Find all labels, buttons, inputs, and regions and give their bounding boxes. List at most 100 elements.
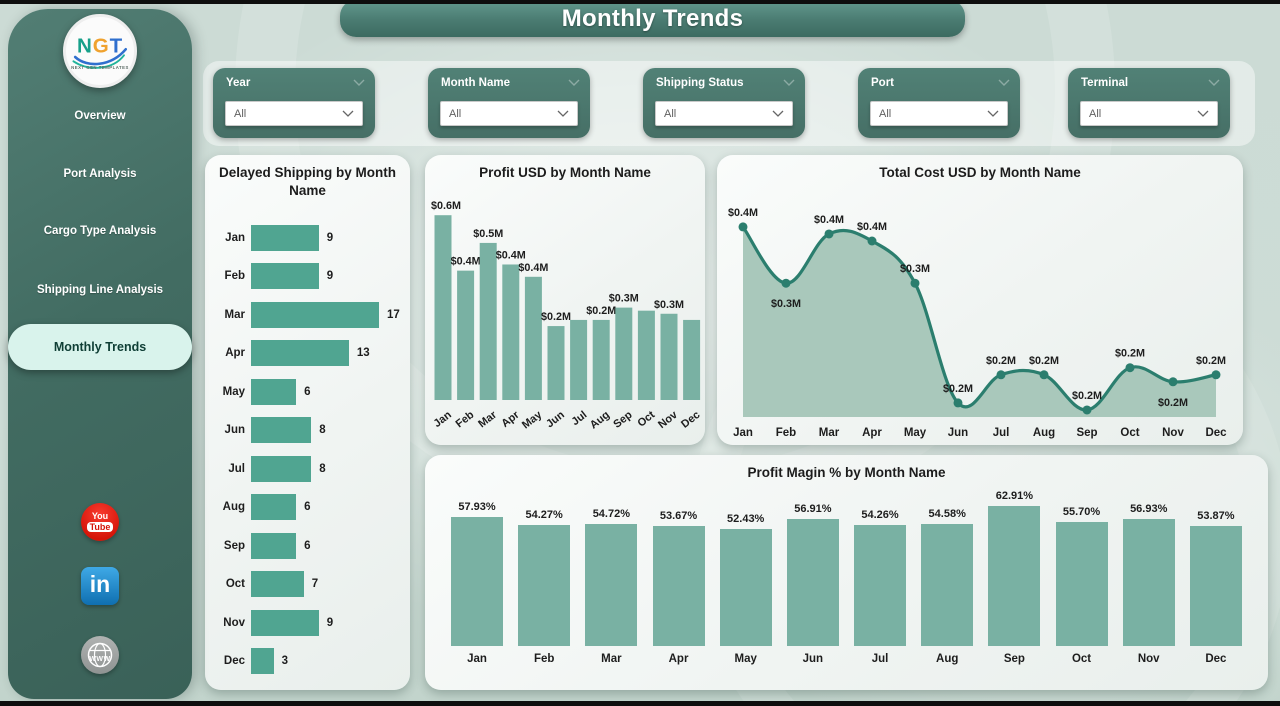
bar-may[interactable] <box>251 378 297 405</box>
data-label: 53.67% <box>659 510 698 523</box>
shipping-status-dropdown[interactable]: All <box>655 101 793 126</box>
data-point-jun[interactable] <box>953 398 963 408</box>
bar-jun[interactable] <box>547 326 565 400</box>
bar-sep[interactable] <box>615 307 633 400</box>
port-dropdown[interactable]: All <box>870 101 1008 126</box>
bar-nov[interactable] <box>1122 519 1175 646</box>
data-point-oct[interactable] <box>1125 363 1135 373</box>
chevron-down-icon <box>772 110 784 117</box>
bar-jun[interactable] <box>786 519 839 646</box>
bar-may[interactable] <box>524 276 542 400</box>
axis-label: Jul <box>993 427 1010 439</box>
chevron-down-icon[interactable] <box>1208 79 1220 86</box>
data-label: $0.2M <box>986 355 1016 367</box>
bar-dec[interactable] <box>1189 525 1242 646</box>
bar-dec[interactable] <box>683 319 701 400</box>
data-point-mar[interactable] <box>824 229 834 239</box>
data-label: 53.87% <box>1197 509 1235 522</box>
bar-jan[interactable] <box>451 516 503 646</box>
bar-oct[interactable] <box>637 310 655 400</box>
sidebar-item-port-analysis[interactable]: Port Analysis <box>63 168 137 180</box>
data-label: $0.2M <box>1029 355 1059 367</box>
chevron-down-icon[interactable] <box>568 79 580 86</box>
data-label: $0.2M <box>541 311 571 323</box>
profit-margin-plot: 57.93% Jan 54.27% Feb 54.72% Mar 53.67% Apr 52.4… <box>451 490 1242 670</box>
data-point-jul[interactable] <box>996 370 1006 380</box>
data-point-may[interactable] <box>910 278 920 288</box>
bar-feb[interactable] <box>251 263 319 290</box>
chevron-down-icon[interactable] <box>998 79 1010 86</box>
chart-title: Profit Magin % by Month Name <box>747 465 946 480</box>
bar-aug[interactable] <box>251 494 297 521</box>
bar-row-jul: Jul 8 <box>211 455 404 482</box>
axis-label: Jul <box>871 653 889 665</box>
data-label: $0.2M <box>1196 355 1226 367</box>
bar-apr[interactable] <box>251 340 349 367</box>
bar-mar[interactable] <box>479 242 497 400</box>
bar-column-nov: 56.93% Nov <box>1122 503 1175 670</box>
bar-aug[interactable] <box>592 319 610 400</box>
bar-mar[interactable] <box>251 301 379 328</box>
bar-feb[interactable] <box>457 270 475 400</box>
bar-mar[interactable] <box>585 524 638 646</box>
axis-label: Nov <box>1162 427 1184 439</box>
sidebar-item-monthly-trends[interactable]: Monthly Trends <box>8 324 192 370</box>
bar-oct[interactable] <box>1055 521 1108 646</box>
page-title: Monthly Trends <box>561 4 744 32</box>
data-label: 8 <box>319 462 326 475</box>
terminal-dropdown[interactable]: All <box>1080 101 1218 126</box>
chevron-down-icon[interactable] <box>353 79 365 86</box>
top-border <box>0 0 1280 4</box>
bar-jan[interactable] <box>434 215 452 400</box>
filter-month-name: Month Name All <box>428 68 590 138</box>
data-point-jan[interactable] <box>738 222 748 232</box>
website-globe-icon[interactable]: WWW <box>81 636 119 674</box>
data-label: 54.27% <box>525 509 563 522</box>
bar-jun[interactable] <box>251 417 312 444</box>
bar-nov[interactable] <box>660 313 678 400</box>
sidebar-item-cargo-type-analysis[interactable]: Cargo Type Analysis <box>43 225 157 237</box>
sidebar-item-shipping-line-analysis[interactable]: Shipping Line Analysis <box>36 284 164 296</box>
axis-label: Jul <box>570 409 590 428</box>
ngt-logo: NGT NEXT GEN TEMPLATES <box>63 14 137 88</box>
data-point-aug[interactable] <box>1039 370 1049 380</box>
bar-column-mar: 54.72% Mar <box>585 508 638 670</box>
month-name-dropdown[interactable]: All <box>440 101 578 126</box>
data-point-nov[interactable] <box>1168 377 1178 387</box>
ngt-logo-graphic: NGT NEXT GEN TEMPLATES <box>71 35 128 70</box>
youtube-icon[interactable]: You Tube <box>81 503 119 541</box>
bar-sep[interactable] <box>251 532 297 559</box>
category-label: Nov <box>223 616 245 629</box>
bar-oct[interactable] <box>251 571 304 598</box>
bar-aug[interactable] <box>921 524 974 646</box>
linkedin-icon[interactable]: in <box>81 567 119 605</box>
year-dropdown[interactable]: All <box>225 101 363 126</box>
bar-jul[interactable] <box>570 319 588 400</box>
filter-label: Month Name <box>441 77 510 89</box>
axis-label: Jan <box>467 653 487 665</box>
bar-dec[interactable] <box>251 647 274 674</box>
bar-jul[interactable] <box>251 455 312 482</box>
bar-may[interactable] <box>719 529 772 646</box>
axis-label: May <box>904 427 927 439</box>
data-point-dec[interactable] <box>1211 370 1221 380</box>
page-title-banner: Monthly Trends <box>340 0 965 37</box>
bar-apr[interactable] <box>502 264 520 400</box>
chevron-down-icon[interactable] <box>783 79 795 86</box>
bar-jan[interactable] <box>251 225 319 251</box>
bar-apr[interactable] <box>652 526 705 646</box>
axis-label: Mar <box>601 653 622 665</box>
data-point-sep[interactable] <box>1082 405 1092 415</box>
total-cost-chart-card: Total Cost USD by Month Name $0.4M Jan $0.… <box>717 155 1243 445</box>
bar-jul[interactable] <box>854 525 907 646</box>
sidebar-item-overview[interactable]: Overview <box>74 110 126 122</box>
data-point-feb[interactable] <box>781 278 791 288</box>
bar-feb[interactable] <box>518 525 571 646</box>
axis-label: Mar <box>819 427 840 439</box>
bottom-border <box>0 701 1280 706</box>
data-point-apr[interactable] <box>867 236 877 246</box>
category-label: Jul <box>228 462 245 475</box>
bar-sep[interactable] <box>988 505 1041 646</box>
bar-nov[interactable] <box>251 609 319 636</box>
axis-label: Nov <box>656 408 680 431</box>
